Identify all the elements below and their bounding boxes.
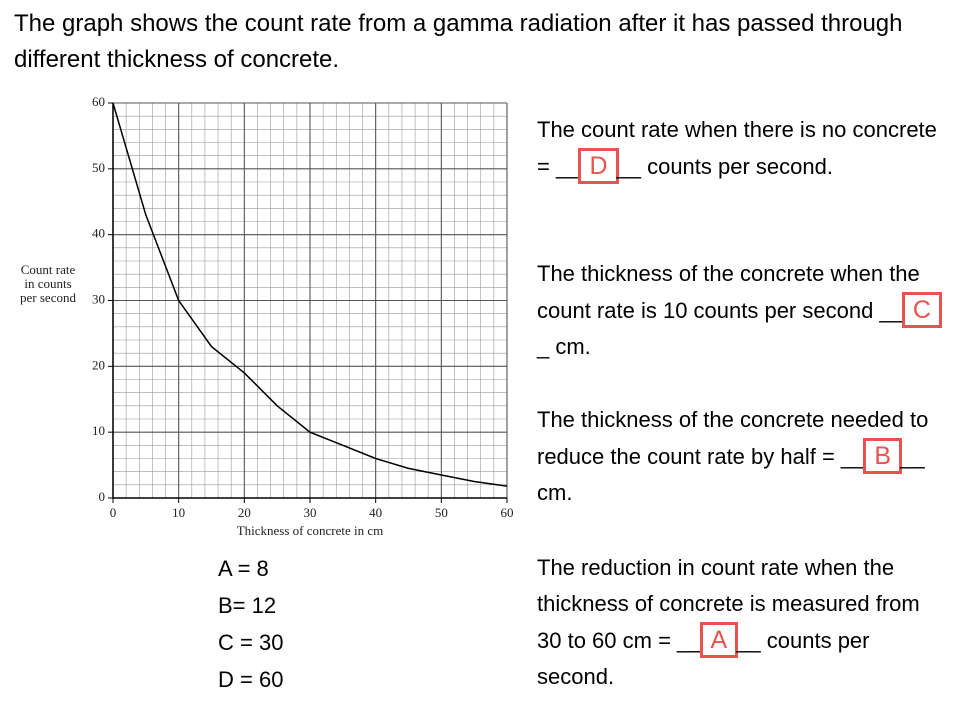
option: A = 8 [218,556,269,581]
x-tick-label: 20 [238,505,251,520]
x-axis-label: Thickness of concrete in cm [237,523,384,538]
y-tick-label: 50 [92,160,105,175]
y-tick-label: 20 [92,357,105,372]
data-line [112,102,508,487]
question-text: The thickness of the concrete when the c… [537,261,920,323]
option: B= 12 [218,593,277,618]
question-text: _ cm. [537,334,591,359]
question-text: __ cm. [537,444,925,505]
answer: B [863,438,903,474]
chart: Count rate in counts per second Thickness … [20,94,514,538]
option: C = 30 [218,630,284,655]
y-tick-label: 30 [92,291,105,306]
title: The graph shows the count rate from a ga… [14,10,903,73]
question: The count rate when there is no concrete… [537,112,942,185]
x-tick-label: 50 [435,505,448,520]
x-tick-label: 10 [172,505,185,520]
question-text: The thickness of the concrete needed to … [537,407,929,469]
y-axis-label: Count rate in counts per second [20,262,76,305]
question: The thickness of the concrete when the c… [537,256,942,365]
answer: C [901,292,942,328]
question-text: The reduction in count rate when the thi… [537,555,920,653]
y-tick-label: 60 [92,94,105,109]
x-tick-label: 60 [501,505,514,520]
x-tick-label: 40 [369,505,382,520]
x-tick-label: 30 [304,505,317,520]
y-tick-label: 0 [99,489,106,504]
answer: A [699,622,739,658]
y-tick-label: 10 [92,423,105,438]
x-tick-label: 0 [110,505,117,520]
options: A = 8 B= 12 C = 30 D = 60 [218,550,283,698]
question: The thickness of the concrete needed to … [537,402,942,511]
question-text: The count rate when there is no concrete… [537,117,937,179]
option: D = 60 [218,667,284,692]
y-tick-label: 40 [92,226,105,241]
answer: D [578,148,619,184]
question-text: __ counts per second. [616,154,833,179]
question: The reduction in count rate when the thi… [537,550,942,695]
question-text: __ counts per second. [537,628,870,689]
